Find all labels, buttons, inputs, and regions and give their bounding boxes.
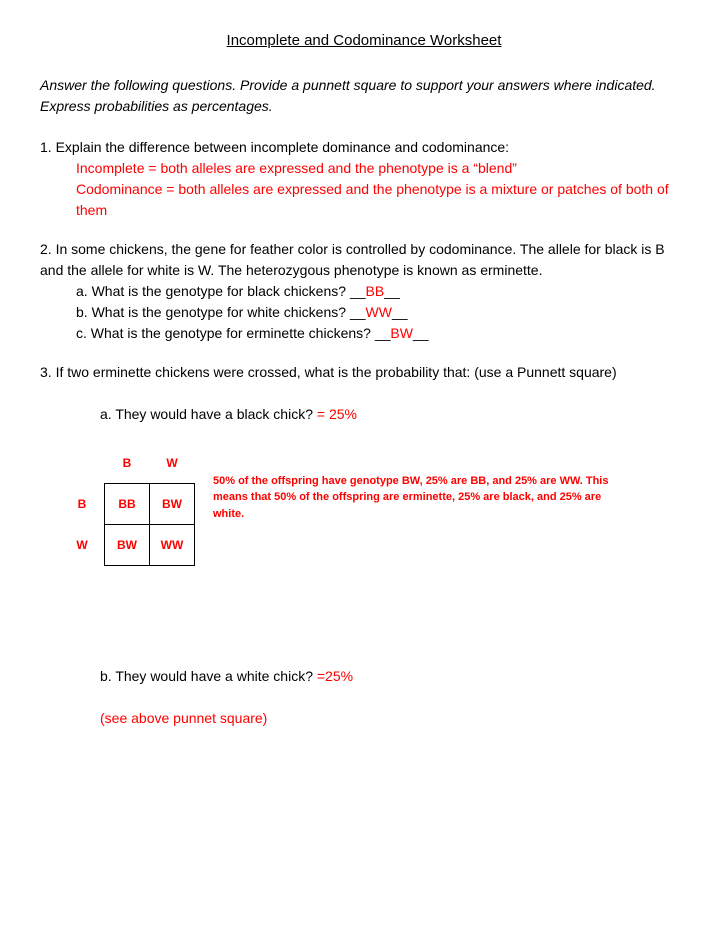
q2b-text: b. What is the genotype for white chicke… xyxy=(76,304,350,320)
q1-number: 1. xyxy=(40,139,52,155)
instructions: Answer the following questions. Provide … xyxy=(40,75,688,117)
q3b-answer: =25% xyxy=(317,668,353,684)
q3a: a. They would have a black chick? = 25% xyxy=(40,404,688,425)
question-1: 1. Explain the difference between incomp… xyxy=(40,137,688,221)
punnett-cell-11: BB xyxy=(105,483,150,524)
worksheet-title: Incomplete and Codominance Worksheet xyxy=(40,30,688,53)
q3a-text: a. They would have a black chick? xyxy=(100,406,317,422)
punnett-cell-21: BW xyxy=(105,524,150,565)
q2-number: 2. xyxy=(40,241,52,257)
punnett-note: 50% of the offspring have genotype BW, 2… xyxy=(213,443,633,523)
q2c: c. What is the genotype for erminette ch… xyxy=(40,323,688,344)
punnett-cell-12: BW xyxy=(150,483,195,524)
punnett-row2: W xyxy=(60,524,105,565)
question-3: 3. If two erminette chickens were crosse… xyxy=(40,362,688,729)
q3b-text: b. They would have a white chick? xyxy=(100,668,317,684)
punnett-col2: W xyxy=(150,443,195,484)
q2b-answer: WW xyxy=(366,304,392,320)
q3b: b. They would have a white chick? =25% xyxy=(40,666,688,687)
q2c-answer: BW xyxy=(390,325,413,341)
punnett-col1: B xyxy=(105,443,150,484)
q2b-blank-post: __ xyxy=(392,304,408,320)
punnett-cell-22: WW xyxy=(150,524,195,565)
punnett-square: B W B BB BW W BW WW xyxy=(60,443,195,566)
punnett-square-container: B W B BB BW W BW WW 50% of the offspring… xyxy=(40,443,688,566)
punnett-row1: B xyxy=(60,483,105,524)
q2a: a. What is the genotype for black chicke… xyxy=(40,281,688,302)
q2c-blank-post: __ xyxy=(413,325,429,341)
q2b: b. What is the genotype for white chicke… xyxy=(40,302,688,323)
q2c-text: c. What is the genotype for erminette ch… xyxy=(76,325,375,341)
question-2: 2. In some chickens, the gene for feathe… xyxy=(40,239,688,344)
q2a-blank-post: __ xyxy=(384,283,400,299)
q2a-answer: BB xyxy=(366,283,385,299)
q3-text: If two erminette chickens were crossed, … xyxy=(56,364,617,380)
q3-number: 3. xyxy=(40,364,52,380)
q2a-text: a. What is the genotype for black chicke… xyxy=(76,283,350,299)
q2-intro: In some chickens, the gene for feather c… xyxy=(40,241,665,278)
q3b-note: (see above punnet square) xyxy=(40,708,688,729)
q1-answer-line2: Codominance = both alleles are expressed… xyxy=(40,179,688,221)
q2b-blank-pre: __ xyxy=(350,304,366,320)
q2c-blank-pre: __ xyxy=(375,325,391,341)
q2a-blank-pre: __ xyxy=(350,283,366,299)
q1-answer-line1: Incomplete = both alleles are expressed … xyxy=(40,158,688,179)
q1-text: Explain the difference between incomplet… xyxy=(56,139,509,155)
q3a-answer: = 25% xyxy=(317,406,357,422)
